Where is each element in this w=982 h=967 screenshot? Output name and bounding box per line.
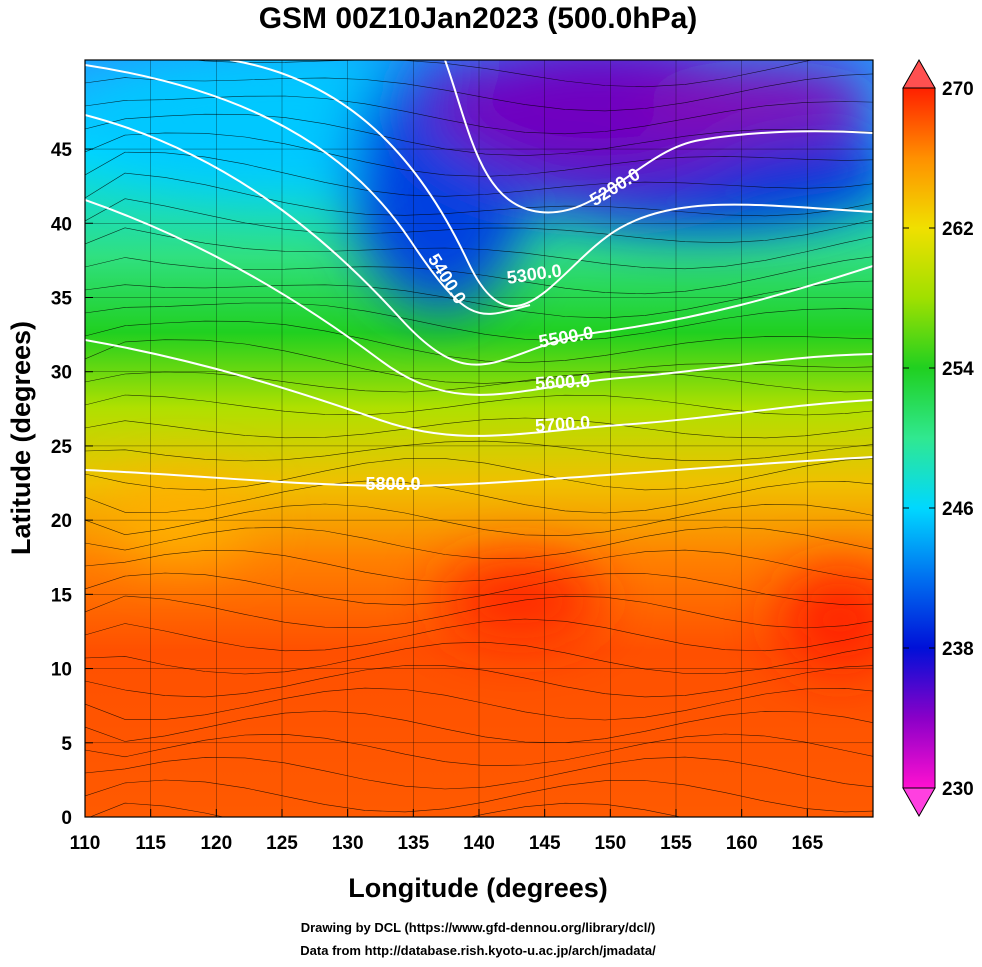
streamline	[85, 198, 873, 244]
y-tick-label: 30	[51, 363, 72, 384]
streamlines	[85, 60, 873, 817]
colorbar-tick-label: 262	[942, 219, 974, 240]
streamline	[85, 280, 873, 319]
streamline	[85, 417, 873, 439]
y-tick-label: 25	[51, 437, 73, 458]
y-tick-label: 0	[61, 808, 72, 829]
x-tick-label: 150	[594, 833, 626, 854]
x-tick-label: 160	[726, 833, 758, 854]
colorbar-extend-top	[902, 58, 936, 89]
streamline	[85, 779, 873, 813]
streamline	[85, 151, 873, 197]
x-tick-label: 145	[529, 833, 561, 854]
footer-line: Drawing by DCL (https://www.gfd-dennou.o…	[301, 920, 656, 935]
streamline	[85, 733, 873, 767]
streamline	[85, 371, 873, 393]
x-tick-label: 130	[332, 833, 364, 854]
streamline	[85, 526, 873, 559]
streamline	[85, 756, 873, 790]
contour-label: 5600.0	[535, 371, 591, 394]
y-axis-label: Latitude (degrees)	[6, 321, 36, 555]
streamline	[85, 440, 873, 462]
colorbar-tick-label: 238	[942, 639, 974, 660]
streamline	[89, 802, 683, 817]
colorbar-tick-label: 230	[942, 779, 974, 800]
streamline	[85, 549, 873, 583]
x-tick-label: 115	[135, 833, 166, 854]
streamline	[85, 458, 873, 491]
x-tick-label: 135	[397, 833, 429, 854]
y-tick-label: 45	[51, 140, 73, 161]
x-axis-label: Longitude (degrees)	[348, 873, 608, 903]
colorbar: 230 238 246 254 262 270	[902, 58, 974, 818]
contour-line	[85, 199, 873, 396]
colorbar-extend-bottom	[902, 787, 936, 818]
x-tick-label: 120	[200, 833, 232, 854]
streamline	[85, 710, 873, 744]
y-tick-label: 40	[51, 214, 72, 235]
x-tick-label: 140	[463, 833, 495, 854]
contour-line	[229, 60, 873, 308]
streamline	[85, 480, 873, 514]
footer-line: Data from http://database.rish.kyoto-u.a…	[300, 943, 656, 958]
streamline	[85, 665, 873, 698]
x-tick-label: 155	[660, 833, 692, 854]
x-tick-label: 110	[70, 833, 101, 854]
y-tick-label: 15	[51, 585, 73, 606]
contour-label: 5800.0	[365, 474, 420, 494]
contour-line	[85, 64, 531, 315]
y-tick-label: 10	[51, 660, 72, 681]
colorbar-tick-label: 270	[942, 79, 974, 100]
plot-frame	[84, 59, 874, 818]
colorbar-tick-label: 254	[942, 359, 974, 380]
streamline	[85, 302, 873, 342]
contour-line	[85, 456, 873, 488]
streamline	[85, 60, 814, 88]
streamline	[85, 618, 873, 652]
streamline	[85, 641, 873, 675]
contour-line	[85, 339, 873, 437]
streamline	[85, 687, 873, 721]
streamline	[85, 132, 873, 177]
x-tick-label: 165	[791, 833, 823, 854]
y-tick-label: 5	[61, 734, 72, 755]
streamline	[85, 503, 873, 537]
colorbar-scale	[902, 87, 936, 789]
colorbar-tick-label: 246	[942, 499, 974, 520]
streamline	[85, 595, 873, 629]
y-tick-label: 35	[51, 288, 73, 309]
contour-label: 5700.0	[534, 412, 590, 436]
streamline	[85, 172, 873, 217]
streamline	[85, 572, 873, 606]
x-tick-label: 125	[266, 833, 298, 854]
chart-title: GSM 00Z10Jan2023 (500.0hPa)	[259, 2, 698, 35]
streamline	[85, 320, 873, 363]
contour-line	[85, 114, 873, 366]
streamline	[85, 73, 873, 112]
streamline	[85, 113, 873, 156]
streamline	[85, 227, 873, 270]
contour-line	[444, 60, 873, 214]
y-tick-label: 20	[51, 511, 72, 532]
streamline	[85, 256, 873, 295]
